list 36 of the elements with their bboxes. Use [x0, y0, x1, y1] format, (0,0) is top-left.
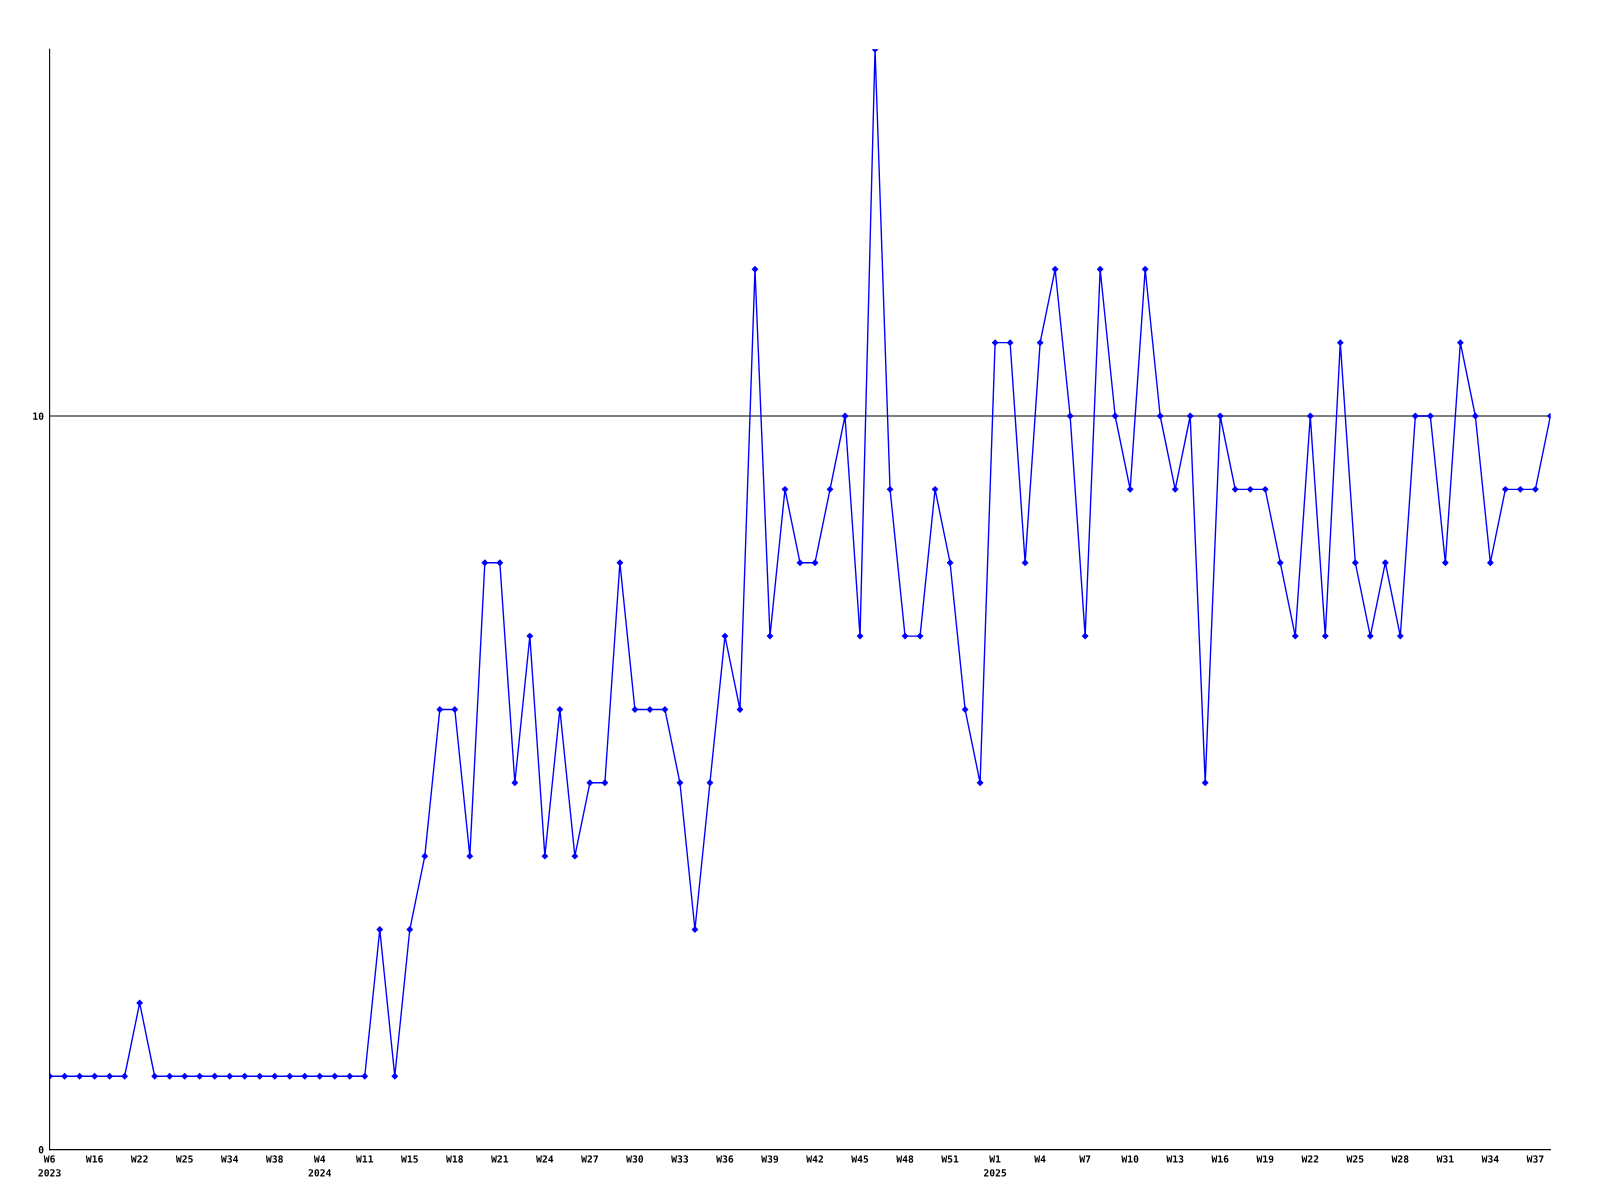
x-tick-label: W11 — [355, 1155, 374, 1163]
x-tick-label: W21 — [491, 1155, 509, 1163]
x-tick-label: W4 2024 — [308, 1155, 332, 1177]
x-tick-label: W37 — [1526, 1155, 1544, 1163]
x-tick-label: W27 — [581, 1155, 598, 1163]
x-tick-label: W31 — [1436, 1155, 1454, 1163]
x-tick-label: W10 — [1121, 1155, 1139, 1163]
x-tick-label: W36 — [716, 1155, 734, 1163]
x-tick-label: W45 — [851, 1155, 869, 1163]
x-tick-label: W22 — [1301, 1155, 1319, 1163]
x-tick-label: W34 — [1481, 1155, 1499, 1163]
x-tick-label: W16 — [1211, 1155, 1229, 1163]
x-tick-label: W18 — [446, 1155, 463, 1163]
x-tick-label: W16 — [85, 1155, 103, 1163]
x-tick-label: W51 — [941, 1155, 959, 1163]
x-tick-label: W24 — [536, 1155, 554, 1163]
x-tick-label: W25 — [1346, 1155, 1364, 1163]
x-tick-label: W13 — [1166, 1155, 1184, 1163]
x-tick-label: W1 2025 — [983, 1155, 1007, 1177]
x-tick-label: W42 — [806, 1155, 823, 1163]
x-tick-label: W19 — [1256, 1155, 1274, 1163]
x-tick-label: W22 — [130, 1155, 148, 1163]
x-tick-label: W38 — [265, 1155, 283, 1163]
x-tick-label: W28 — [1391, 1155, 1409, 1163]
y-tick-label: 0 — [38, 1146, 44, 1154]
y-tick-label: 10 — [33, 412, 44, 420]
x-tick-label: W48 — [896, 1155, 914, 1163]
x-tick-label: W4 — [1034, 1155, 1046, 1163]
x-tick-label: W33 — [671, 1155, 689, 1163]
x-tick-label: W39 — [761, 1155, 779, 1163]
x-tick-label: W30 — [626, 1155, 644, 1163]
x-tick-label: W7 — [1079, 1155, 1091, 1163]
x-tick-label: W15 — [401, 1155, 418, 1163]
x-tick-label: W34 — [220, 1155, 239, 1163]
x-tick-label: W25 — [175, 1155, 193, 1163]
x-tick-label: W6 2023 — [38, 1155, 61, 1177]
